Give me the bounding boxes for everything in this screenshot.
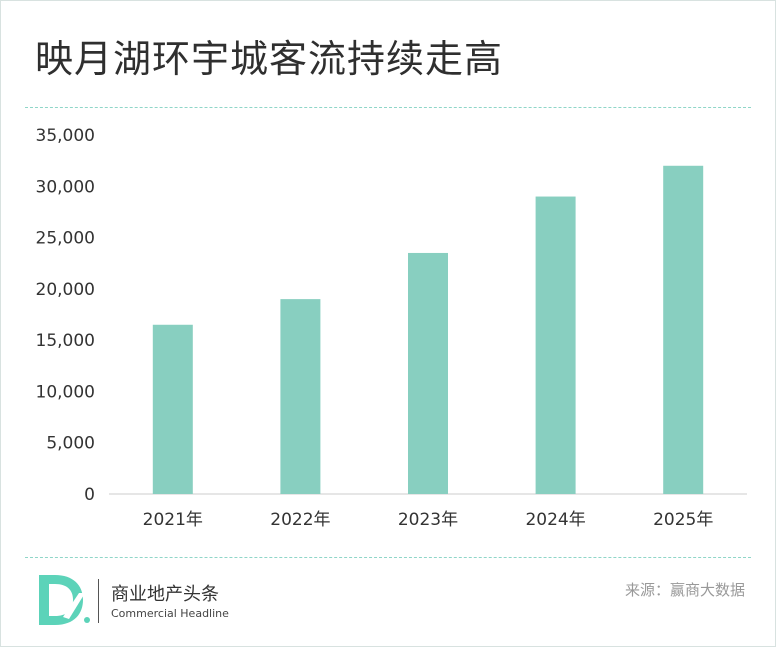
divider-bottom	[25, 557, 751, 558]
y-tick-label: 35,000	[36, 126, 95, 146]
y-tick-label: 20,000	[36, 280, 95, 300]
x-tick-label: 2023年	[398, 510, 458, 530]
bar	[280, 299, 321, 494]
x-tick-label: 2024年	[525, 510, 585, 530]
divider-top	[25, 107, 751, 108]
y-tick-label: 10,000	[36, 382, 95, 402]
bar	[663, 165, 704, 494]
y-tick-label: 0	[84, 485, 95, 505]
x-tick-label: 2021年	[143, 510, 203, 530]
x-tick-label: 2022年	[270, 510, 330, 530]
y-tick-label: 15,000	[36, 331, 95, 351]
brand-name-en: Commercial Headline	[111, 607, 229, 620]
brand-name-cn: 商业地产头条	[111, 584, 219, 605]
y-tick-label: 25,000	[36, 229, 95, 249]
bar	[152, 324, 193, 494]
y-tick-label: 30,000	[36, 177, 95, 197]
footer-separator	[98, 579, 99, 623]
bar-chart: 0 5,000 10,000 15,000 20,000 25,000 30,000 35,0…	[36, 126, 747, 530]
y-tick-label: 5,000	[46, 434, 95, 454]
d-logo-icon	[39, 575, 90, 625]
bar	[535, 196, 576, 494]
page-title: 映月湖环宇城客流持续走高	[35, 37, 504, 81]
bar	[408, 252, 448, 494]
x-tick-label: 2025年	[653, 510, 713, 530]
data-source: 来源：赢商大数据	[624, 581, 745, 599]
